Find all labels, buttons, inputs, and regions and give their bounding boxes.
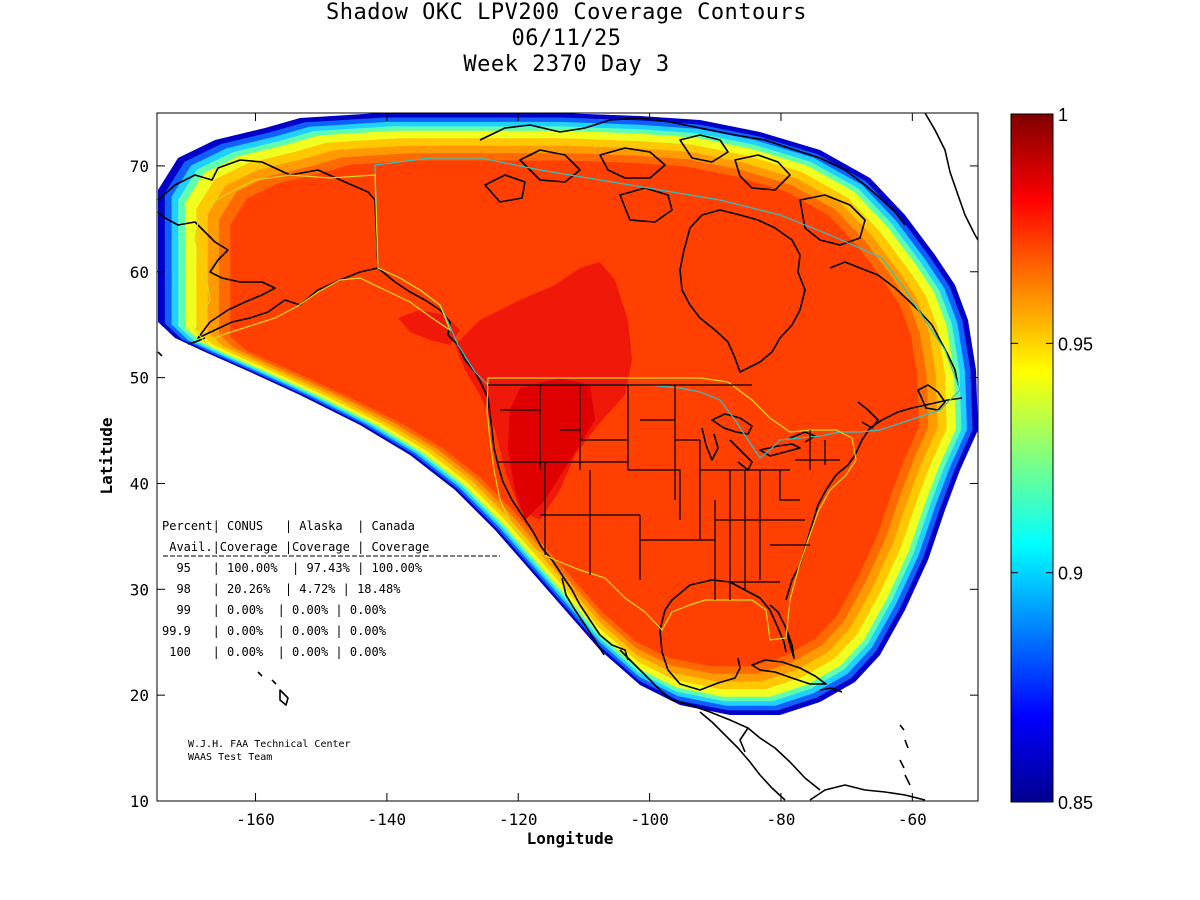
colorbar-ticks: 0.85 0.9 0.95 1 xyxy=(1011,105,1093,813)
stats-row: 100 | 0.00% | 0.00% | 0.00% xyxy=(162,645,387,659)
x-tick-label: -80 xyxy=(767,810,796,829)
y-tick-label: 20 xyxy=(130,686,149,705)
x-tick-label: -140 xyxy=(368,810,407,829)
title-line-1: Shadow OKC LPV200 Coverage Contours xyxy=(325,0,808,25)
colorbar-tick-label: 1 xyxy=(1058,105,1068,125)
x-tick-label: -100 xyxy=(630,810,669,829)
region-boundaries xyxy=(194,157,961,641)
y-axis-label: Latitude xyxy=(97,417,116,494)
colorbar: 0.85 0.9 0.95 1 xyxy=(1010,105,1093,813)
credit-line-1: W.J.H. FAA Technical Center xyxy=(188,739,351,750)
y-tick-label: 50 xyxy=(130,369,149,388)
x-axis-label: Longitude xyxy=(527,829,614,848)
y-tick-label: 10 xyxy=(130,792,149,811)
high-coverage-core xyxy=(508,378,595,520)
axis-ticks xyxy=(157,113,978,802)
x-tick-label: -120 xyxy=(499,810,538,829)
stats-row: 98 | 20.26% | 4.72% | 18.48% xyxy=(162,582,401,596)
state-borders xyxy=(488,384,840,600)
colorbar-tick-label: 0.95 xyxy=(1058,334,1093,354)
stats-row: 99.9 | 0.00% | 0.00% | 0.00% xyxy=(162,624,387,638)
credit-line-2: WAAS Test Team xyxy=(188,752,272,763)
x-tick-label: -60 xyxy=(898,810,927,829)
y-tick-label: 40 xyxy=(130,474,149,493)
stats-row: 95 | 100.00% | 97.43% | 100.00% xyxy=(162,561,423,575)
stats-header-2: Avail.|Coverage |Coverage | Coverage xyxy=(162,540,429,554)
stats-row: 99 | 0.00% | 0.00% | 0.00% xyxy=(162,603,387,617)
coverage-statistics-table: Percent| CONUS | Alaska | Canada Avail.|… xyxy=(162,519,500,659)
high-coverage-region xyxy=(398,310,460,345)
colorbar-scale xyxy=(1010,113,1054,803)
colorbar-tick-label: 0.9 xyxy=(1058,564,1083,584)
y-tick-label: 70 xyxy=(130,157,149,176)
title-line-2: 06/11/25 xyxy=(511,26,622,51)
credits: W.J.H. FAA Technical Center WAAS Test Te… xyxy=(188,739,351,763)
y-tick-label: 60 xyxy=(130,263,149,282)
chart-title: Shadow OKC LPV200 Coverage Contours 06/1… xyxy=(0,0,1133,78)
y-tick-label: 30 xyxy=(130,580,149,599)
plot-frame xyxy=(156,112,979,802)
stats-header-1: Percent| CONUS | Alaska | Canada xyxy=(162,519,415,533)
axis-tick-labels: -160 -140 -120 -100 -80 -60 10 20 30 40 50 60 70 xyxy=(130,157,927,829)
title-line-3: Week 2370 Day 3 xyxy=(463,52,670,77)
colorbar-tick-label: 0.85 xyxy=(1058,793,1093,813)
x-tick-label: -160 xyxy=(236,810,275,829)
plot-area xyxy=(157,113,978,801)
